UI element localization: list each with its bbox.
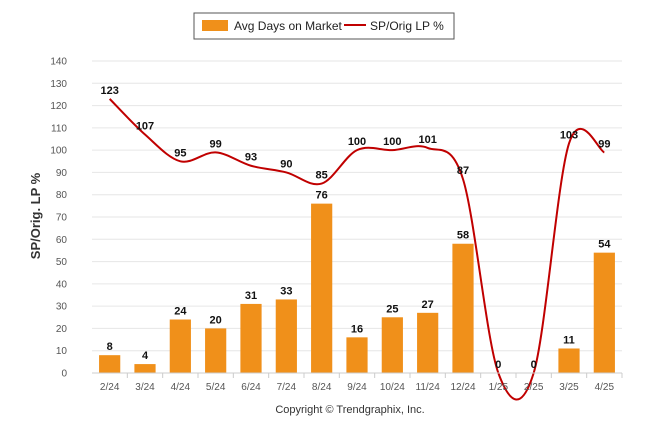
y-tick-label: 20 — [56, 324, 68, 335]
bar — [346, 337, 368, 373]
y-tick-label: 30 — [56, 302, 68, 313]
y-tick-label: 140 — [50, 57, 67, 68]
y-tick-label: 120 — [50, 101, 67, 112]
y-axis-label: SP/Orig. LP % — [28, 172, 43, 259]
line-value-label: 101 — [418, 134, 436, 146]
y-tick-label: 110 — [51, 123, 67, 134]
bar-value-label: 11 — [563, 334, 575, 346]
line-value-label: 100 — [348, 136, 366, 148]
legend-box — [193, 12, 455, 40]
x-tick-label: 1/25 — [489, 382, 509, 393]
bar — [275, 299, 297, 373]
bar — [169, 319, 191, 373]
bar-value-label: 27 — [422, 299, 434, 311]
bar — [99, 355, 121, 373]
x-tick-label: 3/25 — [559, 382, 579, 393]
bars — [99, 203, 615, 373]
copyright: Copyright © Trendgraphix, Inc. — [275, 404, 424, 416]
line-value-label: 85 — [316, 170, 328, 182]
x-tick-label: 6/24 — [241, 382, 261, 393]
line-value-label: 107 — [136, 121, 154, 133]
series-line-sp-orig — [108, 98, 605, 401]
y-tick-label: 0 — [61, 369, 67, 380]
x-tick-label: 4/25 — [595, 382, 615, 393]
bar-labels: 8 4 24 20 31 33 76 16 25 27 58 0 0 11 54 — [107, 190, 612, 371]
bar-value-label: 4 — [142, 350, 149, 362]
bar-value-label: 0 — [495, 359, 501, 371]
x-tick-label: 9/24 — [347, 382, 367, 393]
x-tick-label: 11/24 — [416, 382, 441, 393]
line-value-label: 103 — [560, 129, 578, 141]
bar — [593, 252, 615, 373]
line-value-label: 93 — [245, 152, 257, 164]
bar — [240, 303, 262, 373]
bar-value-label: 76 — [316, 190, 328, 202]
bar — [311, 203, 333, 373]
x-tick-label: 2/24 — [100, 382, 120, 393]
bar-value-label: 8 — [107, 341, 113, 353]
x-tick-label: 3/24 — [135, 382, 155, 393]
x-tick-label: 5/24 — [206, 382, 226, 393]
line-value-label: 99 — [598, 138, 610, 150]
y-tick-label: 60 — [56, 235, 68, 246]
x-axis-ticks: 2/24 3/24 4/24 5/24 6/24 7/24 8/24 9/24 10/24 11/… — [100, 373, 623, 393]
bar — [452, 243, 474, 373]
bar — [417, 312, 439, 373]
line-value-label: 90 — [280, 158, 292, 170]
x-tick-label: 4/24 — [171, 382, 191, 393]
y-tick-label: 40 — [56, 279, 68, 290]
y-tick-label: 70 — [56, 213, 68, 224]
y-axis-ticks: 0 10 20 30 40 50 60 70 80 90 100 110 120 130 140 — [50, 57, 67, 380]
bar-value-label: 31 — [245, 290, 257, 302]
line-value-label: 95 — [174, 147, 186, 159]
legend-swatch-bar — [202, 20, 228, 31]
bar — [558, 348, 580, 373]
y-tick-label: 10 — [56, 346, 68, 357]
bar-value-label: 54 — [598, 239, 611, 251]
line-value-label: 87 — [457, 165, 469, 177]
bar-value-label: 16 — [351, 323, 363, 335]
bar — [205, 328, 227, 373]
bar-value-label: 33 — [280, 285, 292, 297]
x-tick-label: 8/24 — [312, 382, 332, 393]
line-value-label: 100 — [383, 136, 401, 148]
bar-value-label: 0 — [531, 359, 537, 371]
bar-value-label: 20 — [210, 314, 222, 326]
bar-value-label: 58 — [457, 230, 469, 242]
line-value-label: 123 — [100, 85, 118, 97]
y-tick-label: 130 — [50, 79, 67, 90]
x-tick-label: 7/24 — [277, 382, 297, 393]
legend-label-bar: Avg Days on Market — [234, 19, 342, 33]
grid — [92, 60, 622, 352]
line-value-label: 99 — [210, 138, 222, 150]
bar — [381, 317, 403, 373]
y-tick-label: 100 — [50, 146, 67, 157]
line-labels: 123 107 95 99 93 90 85 100 100 101 87 103 99 — [100, 85, 610, 182]
y-tick-label: 80 — [56, 190, 68, 201]
y-tick-label: 50 — [56, 257, 68, 268]
x-tick-label: 10/24 — [380, 382, 405, 393]
bar — [134, 364, 156, 373]
x-tick-label: 12/24 — [450, 382, 475, 393]
legend-label-line: SP/Orig LP % — [370, 19, 444, 33]
y-tick-label: 90 — [56, 168, 68, 179]
legend: Avg Days on Market SP/Orig LP % — [193, 12, 455, 40]
x-tick-label: 2/25 — [524, 382, 544, 393]
bar-value-label: 24 — [174, 306, 187, 318]
bar-value-label: 25 — [386, 303, 398, 315]
